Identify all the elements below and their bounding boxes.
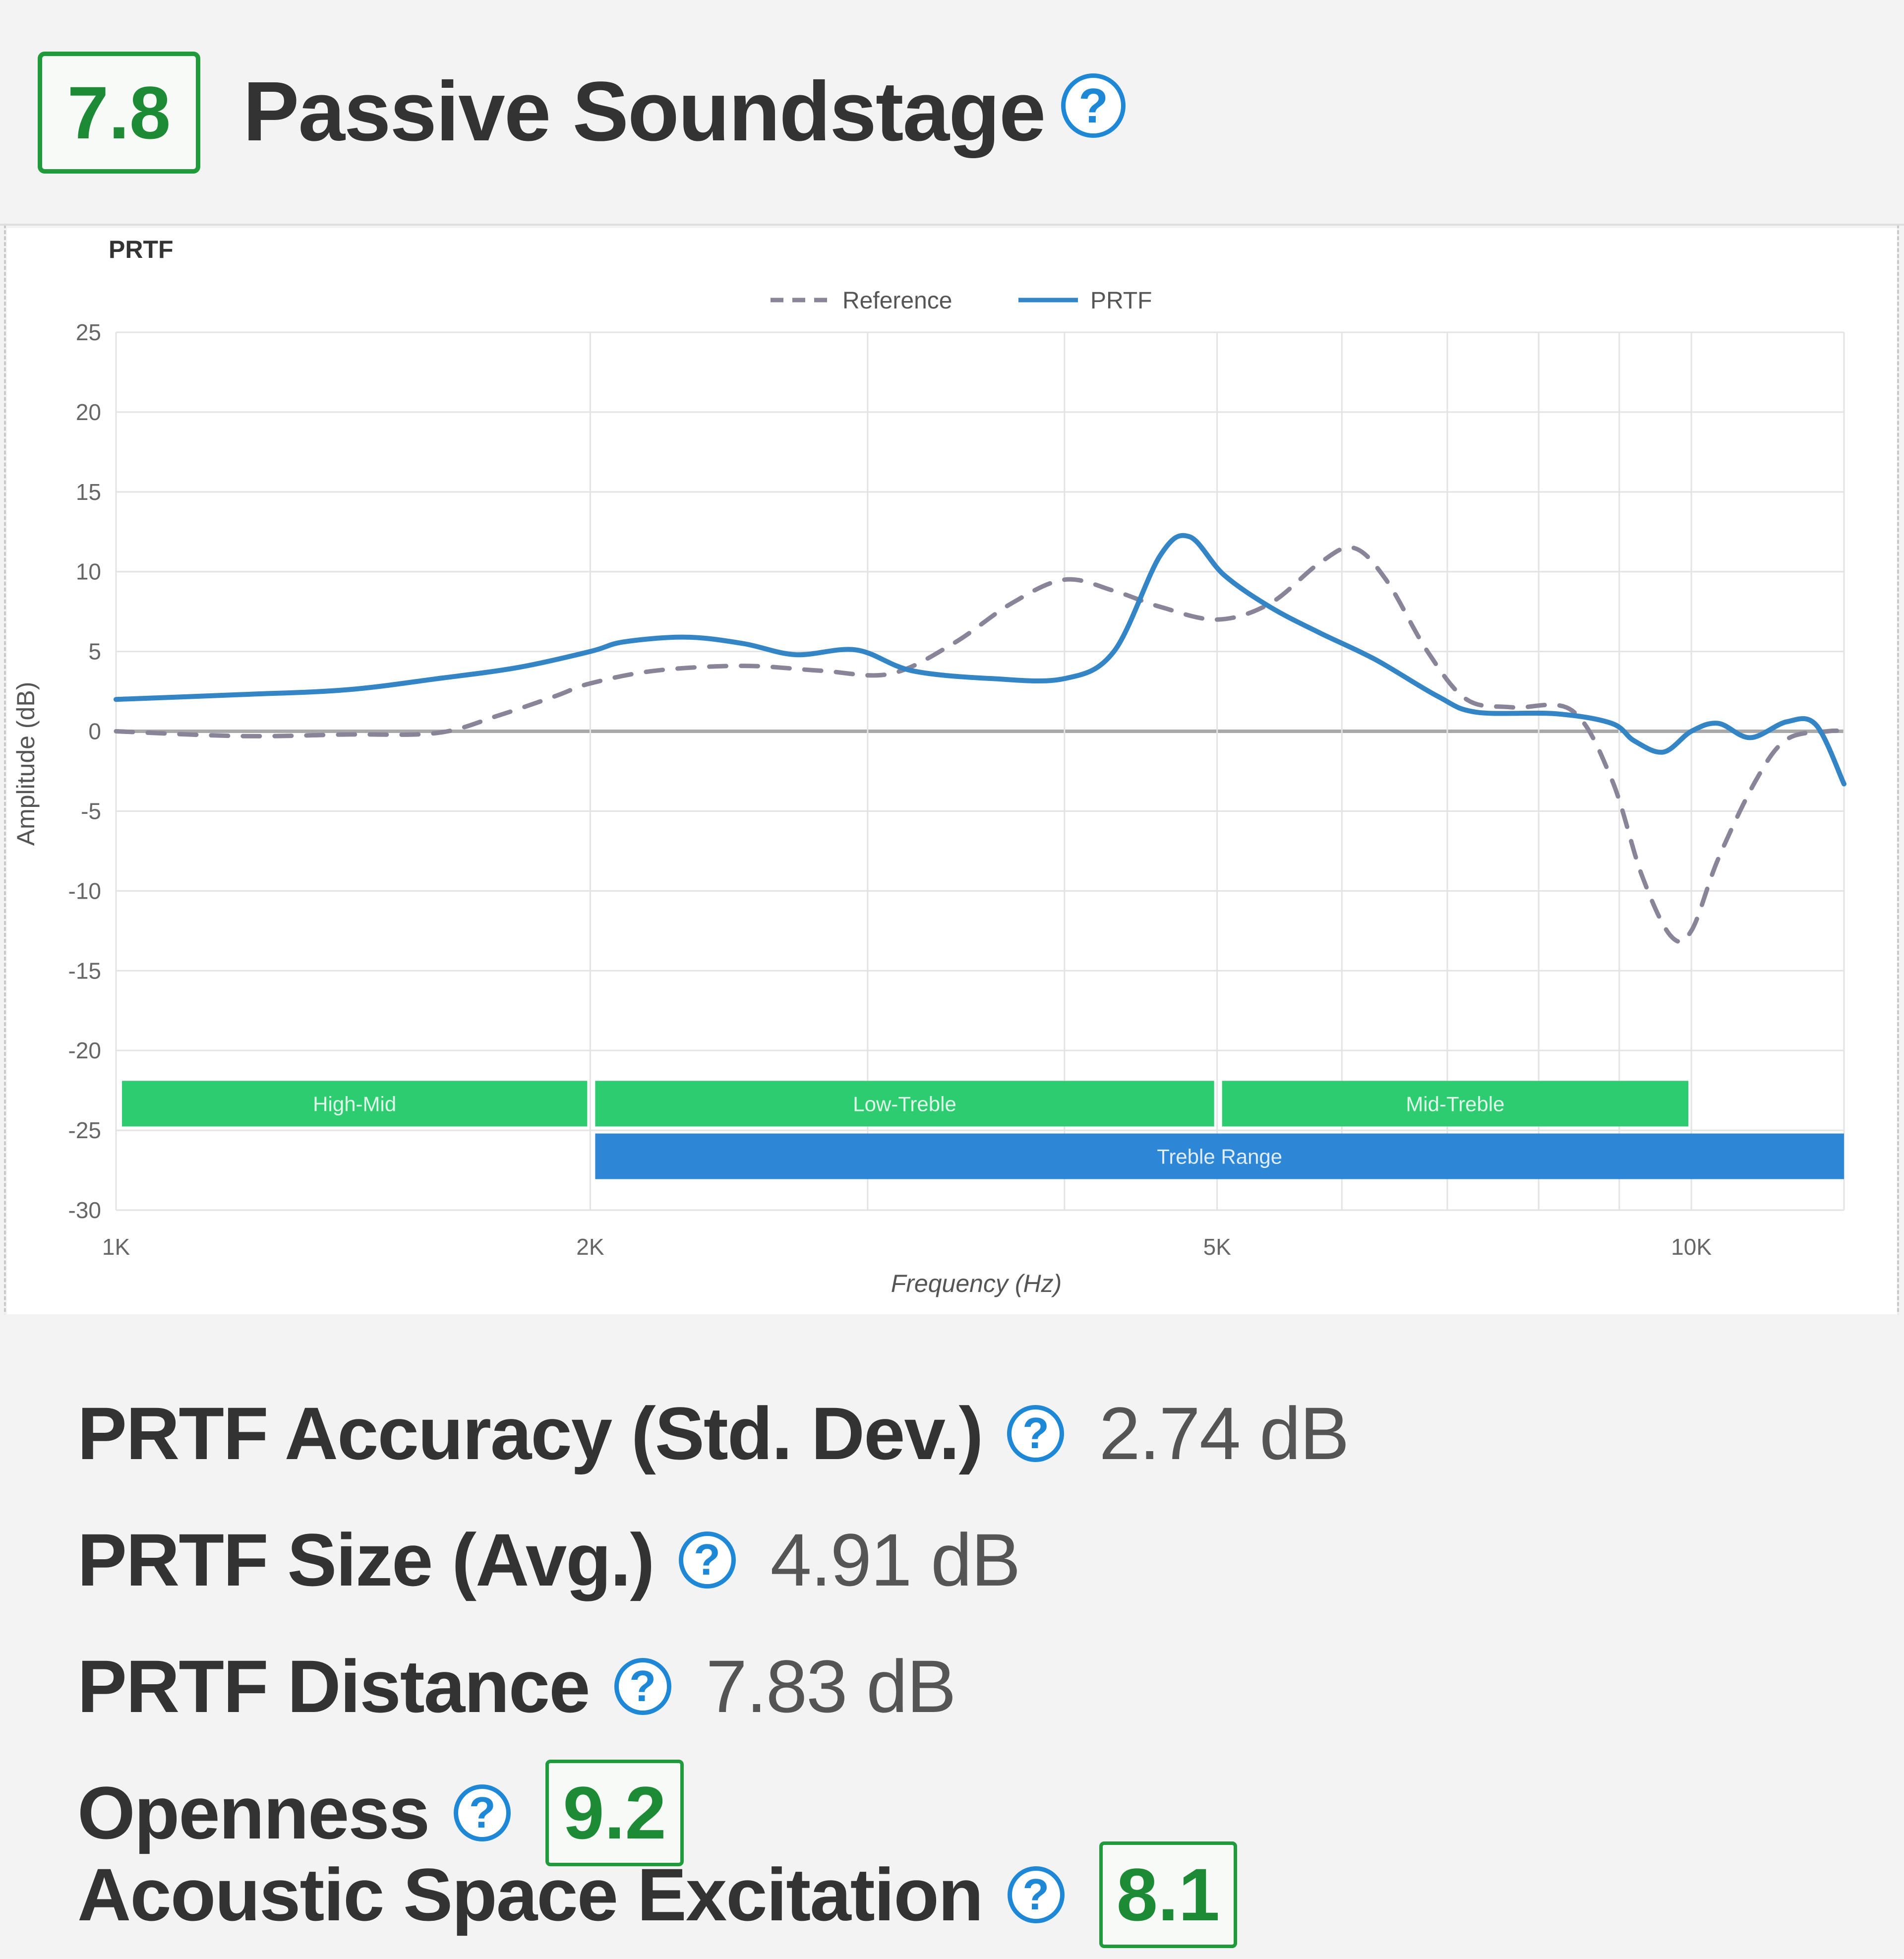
- metric-prtf-accuracy: PRTF Accuracy (Std. Dev.) ? 2.74 dB: [77, 1384, 1350, 1483]
- y-tick-label: 10: [76, 559, 101, 585]
- section-title: Passive Soundstage: [243, 64, 1046, 159]
- frequency-band-label: Treble Range: [1157, 1145, 1282, 1168]
- y-tick-label: 25: [76, 319, 101, 345]
- help-icon[interactable]: ?: [454, 1784, 511, 1841]
- x-tick-label: 10K: [1671, 1234, 1712, 1260]
- frequency-band: [595, 1133, 1844, 1179]
- metric-score-badge: 9.2: [545, 1759, 684, 1866]
- prtf-chart: PRTF Reference PRTF 25 20 15 10 5 0 -5 -10 -15 -20…: [7, 228, 1897, 1314]
- frequency-band-label: Mid-Treble: [1406, 1092, 1504, 1115]
- legend-label: PRTF: [1090, 288, 1152, 314]
- y-tick-label: -10: [68, 878, 101, 904]
- y-tick-label: -5: [81, 798, 101, 824]
- y-tick-label: -25: [68, 1117, 101, 1143]
- metric-label: Acoustic Space Excitation: [77, 1852, 984, 1936]
- x-tick-label: 2K: [576, 1234, 604, 1260]
- metric-openness: Openness ? 9.2: [77, 1759, 684, 1866]
- metric-label: PRTF Distance: [77, 1644, 591, 1728]
- metric-label: PRTF Accuracy (Std. Dev.): [77, 1391, 983, 1475]
- metric-score-badge: 8.1: [1099, 1841, 1238, 1948]
- series-line-reference: [114, 545, 1846, 944]
- chart-series: [114, 533, 1846, 944]
- help-icon[interactable]: ?: [1061, 73, 1126, 138]
- metric-prtf-distance: PRTF Distance ? 7.83 dB: [77, 1637, 956, 1736]
- metric-label: Openness: [77, 1771, 430, 1854]
- y-tick-label: 5: [88, 639, 101, 665]
- section-header: 7.8 Passive Soundstage ?: [0, 0, 1904, 226]
- frequency-band-label: Low-Treble: [853, 1092, 956, 1115]
- metric-value: 2.74 dB: [1099, 1391, 1349, 1475]
- metric-acoustic-space-excitation: Acoustic Space Excitation ? 8.1: [77, 1841, 1238, 1948]
- legend-label: Reference: [842, 288, 952, 314]
- y-tick-label: 20: [76, 399, 101, 425]
- metric-value: 4.91 dB: [770, 1518, 1021, 1601]
- y-tick-label: -20: [68, 1038, 101, 1063]
- frequency-band: [1222, 1081, 1689, 1127]
- help-icon[interactable]: ?: [1007, 1405, 1065, 1462]
- x-tick-label: 1K: [102, 1234, 130, 1260]
- frequency-band: [122, 1081, 588, 1127]
- frequency-band-label: High-Mid: [313, 1092, 396, 1115]
- help-icon[interactable]: ?: [1007, 1866, 1065, 1923]
- y-axis-label: Amplitude (dB): [12, 682, 40, 846]
- metrics-list: PRTF Accuracy (Std. Dev.) ? 2.74 dB PRTF…: [0, 1314, 1904, 1959]
- metric-prtf-size: PRTF Size (Avg.) ? 4.91 dB: [77, 1510, 1021, 1609]
- y-tick-label: -30: [68, 1197, 101, 1223]
- frequency-bands: High-Mid Low-Treble Mid-Treble Treble Range: [122, 1081, 1844, 1179]
- section-score-badge: 7.8: [38, 52, 200, 174]
- x-tick-label: 5K: [1203, 1234, 1232, 1260]
- frequency-band: [595, 1081, 1214, 1127]
- x-axis-label: Frequency (Hz): [891, 1270, 1062, 1297]
- metric-value: 7.83 dB: [706, 1644, 956, 1728]
- metric-label: PRTF Size (Avg.): [77, 1518, 655, 1601]
- y-tick-label: 15: [76, 479, 101, 505]
- chart-title: PRTF: [109, 236, 174, 263]
- series-line-prtf: [114, 533, 1846, 787]
- help-icon[interactable]: ?: [614, 1657, 671, 1715]
- help-icon[interactable]: ?: [678, 1531, 736, 1589]
- y-tick-label: 0: [88, 719, 101, 744]
- chart-legend: Reference PRTF: [771, 288, 1152, 314]
- y-tick-label: -15: [68, 958, 101, 983]
- prtf-chart-svg: PRTF Reference PRTF 25 20 15 10 5 0 -5 -10 -15 -20…: [12, 236, 1846, 1297]
